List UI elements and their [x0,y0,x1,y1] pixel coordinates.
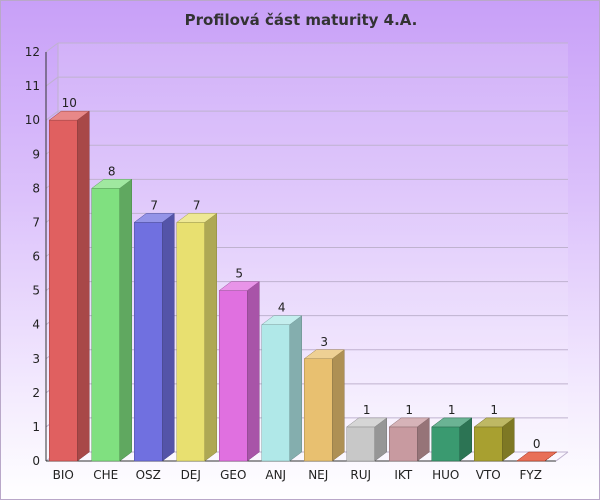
bar-value-label: 1 [405,403,413,417]
y-tick-label: 4 [32,318,40,332]
bar-side [204,212,217,462]
bar-side [289,315,302,462]
bar-front [431,426,460,462]
bar-front [219,290,248,462]
x-tick-label: ANJ [265,468,286,482]
bar-top [133,213,175,223]
bar-top [516,451,558,462]
x-tick-label: NEJ [308,468,328,482]
x-tick-label: OSZ [136,468,161,482]
bar-value-label: 10 [62,96,77,110]
x-tick-label: BIO [53,468,74,482]
x-tick-label: FYZ [520,468,542,482]
x-tick-label: DEJ [181,468,201,482]
y-tick-label: 2 [32,386,40,400]
bar-top [303,349,345,359]
x-tick-label: CHE [93,468,118,482]
bar-top [346,417,388,428]
bar-top [473,417,515,428]
floor-edge [555,451,569,462]
bar-top [431,417,473,428]
bar-front [176,222,205,462]
gridline-side [45,110,59,121]
bar-value-label: 7 [193,198,201,212]
bar-value-label: 4 [278,301,286,315]
bar-front [474,426,503,462]
y-tick-label: 0 [32,454,40,468]
y-tick-label: 7 [32,215,40,229]
bar-side [247,281,260,462]
bar-front [261,324,290,462]
y-tick-label: 9 [32,147,40,161]
chart-title: Profilová část maturity 4.A. [184,11,418,29]
y-tick-label: 1 [32,420,40,434]
bar-value-label: 1 [448,403,456,417]
x-tick-label: HUO [432,468,459,482]
bar-value-label: 1 [363,403,371,417]
bar-front [346,426,375,462]
bar-top [388,417,430,428]
x-tick-label: GEO [220,468,246,482]
x-tick-label: RUJ [350,468,371,482]
bar-front [49,119,78,462]
bar-value-label: 8 [108,164,116,178]
y-tick-label: 12 [25,45,40,59]
bar-top [261,315,303,325]
bar-top [218,281,260,291]
bar-top [176,213,218,223]
y-tick-label: 11 [25,79,40,93]
bar-side [77,110,90,462]
bar-top [48,110,90,121]
bar-value-label: 7 [150,198,158,212]
y-tick-label: 10 [25,113,40,127]
x-tick-label: VTO [476,468,501,482]
x-tick-label: IKT [394,468,412,482]
bar-front [91,188,120,462]
bar-value-label: 5 [235,267,243,281]
y-tick-label: 8 [32,181,40,195]
bar-side [119,178,132,462]
gridline-side [45,42,59,53]
bar-side [332,349,345,462]
bar-front [389,426,418,462]
bar-value-label: 1 [490,403,498,417]
bar-value-label: 3 [320,335,328,349]
y-tick-label: 3 [32,352,40,366]
bar-value-label: 0 [533,437,541,451]
bar-top [91,179,133,189]
bar-front [134,222,163,462]
gridline-side [45,76,59,87]
y-tick-label: 5 [32,284,40,298]
bar-side [162,212,175,462]
bar-front [304,358,333,462]
y-tick-label: 6 [32,250,40,264]
